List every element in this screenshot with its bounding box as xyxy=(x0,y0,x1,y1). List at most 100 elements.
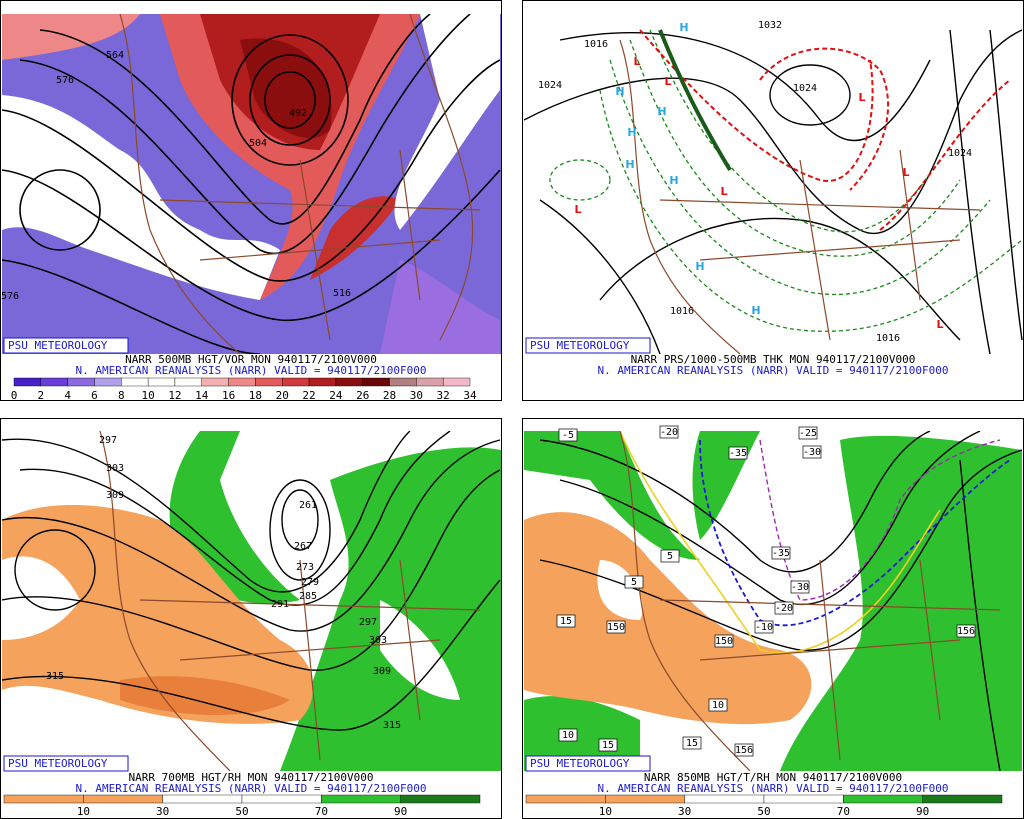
colorbar-segment xyxy=(94,377,122,387)
colorbar-label: 18 xyxy=(249,389,262,402)
colorbar-segment xyxy=(147,377,176,387)
contour-label: 5 xyxy=(631,577,637,588)
label-box xyxy=(558,728,578,742)
colorbar-segment xyxy=(605,794,685,804)
contour-label: 315 xyxy=(383,720,401,731)
colorbar-segment xyxy=(67,377,95,387)
label-box xyxy=(682,736,702,750)
colorbar-label: 28 xyxy=(383,389,396,402)
label-box xyxy=(798,426,818,440)
colorbar-segment xyxy=(684,794,765,804)
contour-label: 261 xyxy=(299,500,317,511)
contour-label: 10 xyxy=(712,700,724,711)
colorbar-label: 70 xyxy=(837,805,850,818)
label-box xyxy=(660,549,680,563)
low-marker: L xyxy=(720,185,727,198)
colorbar-label: 10 xyxy=(77,805,90,818)
credit-box xyxy=(3,337,129,354)
colorbar-label: 10 xyxy=(141,389,154,402)
colorbar-label: 34 xyxy=(463,389,477,402)
credit-box xyxy=(3,755,129,772)
contour-label: 10 xyxy=(562,730,574,741)
contour-label: 1016 xyxy=(876,333,900,344)
colorbar-segment xyxy=(335,377,363,387)
contour-label: 15 xyxy=(686,738,698,749)
contour-label: 492 xyxy=(289,108,307,119)
map-thickness xyxy=(524,29,1023,354)
map-title: NARR 500MB HGT/VOR MON 940117/2100V000 xyxy=(125,353,377,366)
label-box xyxy=(754,620,774,634)
colorbar-segment xyxy=(174,377,202,387)
credit: PSU METEOROLOGY xyxy=(8,339,108,352)
colorbar-label: 12 xyxy=(168,389,181,402)
map-850mb xyxy=(524,431,1023,771)
colorbar-label: 20 xyxy=(276,389,289,402)
contour-label: 564 xyxy=(106,50,124,61)
colorbar-segment xyxy=(362,377,390,387)
map-700mb xyxy=(2,431,501,771)
label-box xyxy=(659,425,679,439)
map-title: NARR 700MB HGT/RH MON 940117/2100V000 xyxy=(128,771,373,784)
label-box xyxy=(728,446,748,460)
colorbar-label: 90 xyxy=(916,805,929,818)
credit-box xyxy=(525,337,651,354)
contour-label: 1032 xyxy=(758,20,782,31)
contour-label: 291 xyxy=(271,599,289,610)
high-marker: H xyxy=(625,158,634,171)
map-subtitle: N. AMERICAN REANALYSIS (NARR) VALID = 94… xyxy=(598,782,949,795)
contour-label: -25 xyxy=(799,428,817,439)
colorbar-segment xyxy=(400,794,481,804)
low-marker: L xyxy=(902,166,909,179)
colorbar-label: 14 xyxy=(195,389,209,402)
colorbar-segment xyxy=(321,794,401,804)
map-title: NARR 850MB HGT/T/RH MON 940117/2100V000 xyxy=(644,771,902,784)
colorbar-segment xyxy=(525,794,606,804)
colorbar-segment xyxy=(843,794,923,804)
contour-label: 303 xyxy=(369,635,387,646)
label-box xyxy=(624,575,644,589)
contour-label: 1016 xyxy=(584,39,608,50)
colorbar-segment xyxy=(308,377,337,387)
contour-label: 297 xyxy=(99,435,117,446)
colorbar-segment xyxy=(241,794,322,804)
contour-label: 156 xyxy=(735,745,753,756)
contour-label: 309 xyxy=(373,666,391,677)
colorbar-label: 90 xyxy=(394,805,407,818)
label-box xyxy=(556,614,576,628)
credit: PSU METEOROLOGY xyxy=(8,757,108,770)
contour-label: -20 xyxy=(660,427,678,438)
colorbar-label: 0 xyxy=(11,389,18,402)
low-marker: L xyxy=(574,203,581,216)
contour-label: -10 xyxy=(755,622,773,633)
map-subtitle: N. AMERICAN REANALYSIS (NARR) VALID = 94… xyxy=(76,782,427,795)
contour-label: 315 xyxy=(46,671,64,682)
contour-label: 150 xyxy=(607,622,625,633)
colorbar-label: 16 xyxy=(222,389,235,402)
colorbar-segment xyxy=(40,377,68,387)
contour-label: 516 xyxy=(333,288,351,299)
map-subtitle: N. AMERICAN REANALYSIS (NARR) VALID = 94… xyxy=(76,364,427,377)
map-500mb xyxy=(2,14,501,354)
contour-label: 285 xyxy=(299,591,317,602)
contour-label: 1016 xyxy=(670,306,694,317)
contour-label: 504 xyxy=(249,138,267,149)
contour-label: -35 xyxy=(729,448,747,459)
label-box xyxy=(790,580,810,594)
colorbar-segment xyxy=(3,794,84,804)
contour-label: 297 xyxy=(359,617,377,628)
credit: PSU METEOROLOGY xyxy=(530,339,630,352)
credit-box xyxy=(525,755,651,772)
colorbar-segment xyxy=(763,794,844,804)
colorbar-label: 2 xyxy=(38,389,45,402)
credit: PSU METEOROLOGY xyxy=(530,757,630,770)
low-marker: L xyxy=(858,91,865,104)
colorbar-label: 70 xyxy=(315,805,328,818)
colorbar-label: 6 xyxy=(91,389,98,402)
label-box xyxy=(771,546,791,560)
low-marker: L xyxy=(633,55,640,68)
contour-label: 1024 xyxy=(793,83,817,94)
map-subtitle: N. AMERICAN REANALYSIS (NARR) VALID = 94… xyxy=(598,364,949,377)
contour-label: 576 xyxy=(1,291,19,302)
colorbar-segment xyxy=(255,377,283,387)
colorbar-label: 22 xyxy=(302,389,315,402)
